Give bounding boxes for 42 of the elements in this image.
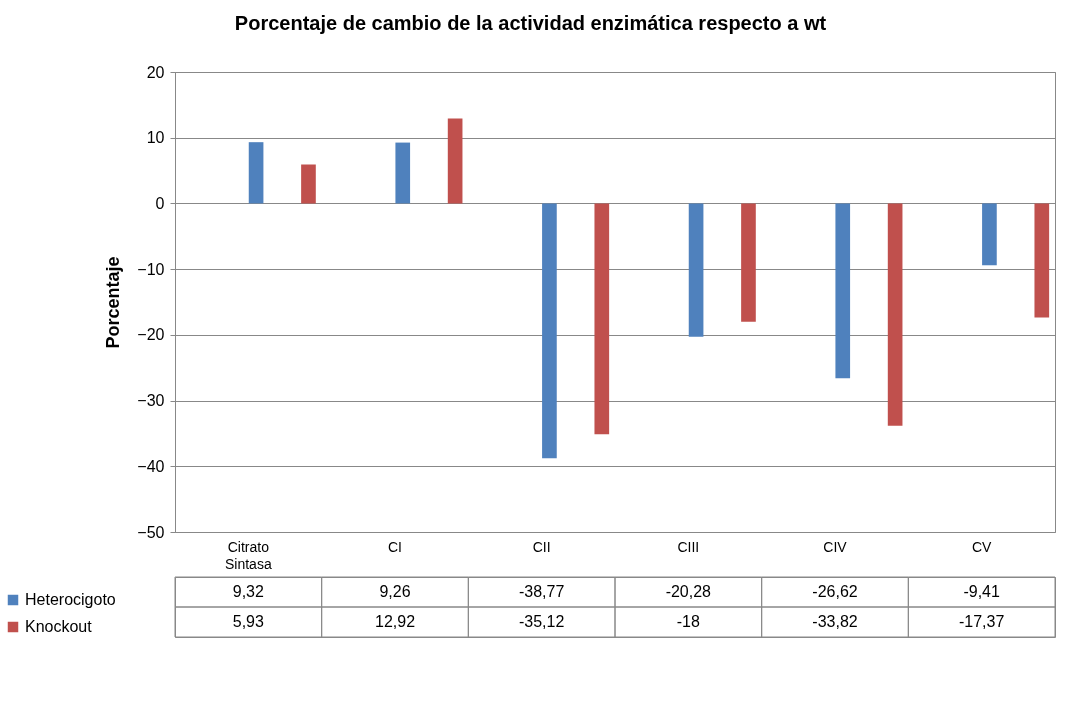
bar: [1034, 203, 1050, 318]
data-label: 9,32: [232, 583, 265, 600]
data-label: -35,12: [518, 613, 565, 630]
x-tick-label: CII: [532, 538, 551, 555]
data-label: -26,62: [812, 583, 858, 600]
y-tick-label: −50: [137, 523, 165, 541]
y-axis-title: Porcentaje: [103, 256, 124, 349]
x-tick-label: CIV: [823, 538, 848, 555]
bar: [688, 203, 704, 337]
y-tick-label: 10: [146, 129, 165, 147]
x-tick-label: CI: [388, 538, 402, 555]
y-tick-label: −30: [137, 392, 165, 410]
data-label: -20,28: [665, 583, 712, 600]
data-label: -38,77: [518, 583, 565, 600]
x-tick-label: CV: [971, 538, 993, 555]
bar: [594, 203, 610, 435]
legend-label: Knockout: [25, 618, 93, 635]
y-tick-label: −40: [137, 457, 165, 475]
bar: [887, 203, 903, 426]
x-tick-label: CIII: [677, 538, 700, 555]
data-label: -9,41: [963, 583, 1000, 600]
data-label: 5,93: [232, 613, 265, 630]
bar: [542, 203, 557, 459]
data-label: 12,92: [374, 613, 416, 630]
y-tick-label: 20: [146, 63, 165, 81]
bar: [982, 203, 997, 266]
data-label: -17,37: [958, 613, 1005, 630]
data-label: 9,26: [379, 583, 411, 600]
data-label: -33,82: [812, 613, 858, 630]
bar: [741, 203, 756, 322]
chart-title: Porcentaje de cambio de la actividad enzimática respecto a wt: [234, 11, 827, 34]
y-tick-label: 0: [155, 194, 165, 212]
bar: [301, 164, 316, 204]
bar: [835, 203, 851, 379]
bar: [248, 142, 264, 204]
bar: [447, 118, 463, 204]
legend-label: Heterocigoto: [25, 591, 116, 608]
data-label: -18: [676, 613, 700, 630]
x-tick-label: Citrato Sintasa: [224, 538, 272, 572]
y-tick-label: −20: [137, 326, 165, 344]
y-tick-label: −10: [137, 260, 165, 278]
bar: [395, 142, 411, 204]
